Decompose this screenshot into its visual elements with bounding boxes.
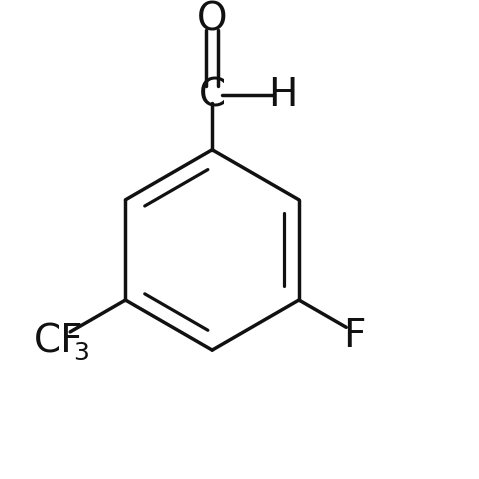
Text: H: H (268, 76, 297, 114)
Text: C: C (199, 76, 226, 114)
Text: O: O (197, 1, 228, 39)
Text: 3: 3 (73, 342, 89, 365)
Text: F: F (343, 317, 365, 354)
Text: CF: CF (34, 323, 84, 361)
